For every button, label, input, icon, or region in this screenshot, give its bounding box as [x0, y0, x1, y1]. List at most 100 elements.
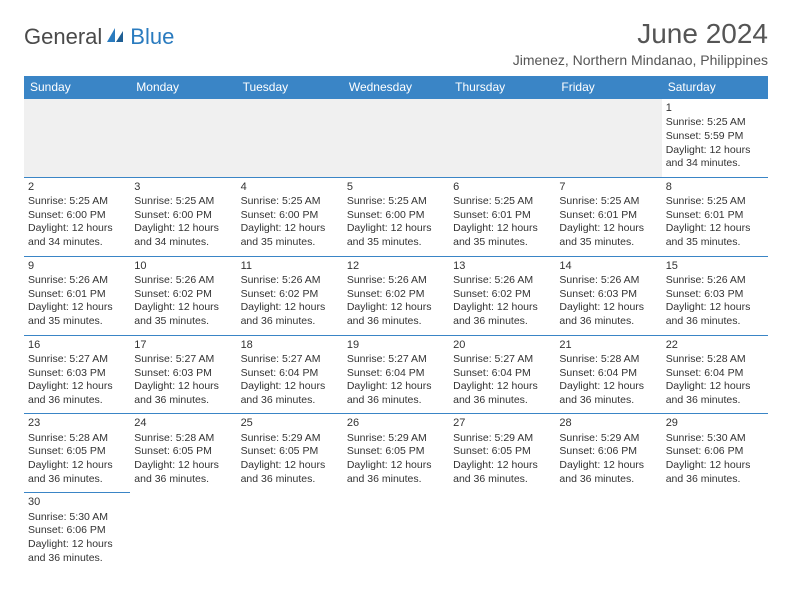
day-info-line: Sunrise: 5:26 AM [241, 274, 339, 288]
day-info-line: and 36 minutes. [666, 315, 764, 329]
calendar-day-cell: 10Sunrise: 5:26 AMSunset: 6:02 PMDayligh… [130, 256, 236, 335]
day-info-line: Sunset: 5:59 PM [666, 130, 764, 144]
day-number: 16 [28, 338, 126, 352]
day-info-line: Daylight: 12 hours [559, 222, 657, 236]
day-info-line: Sunset: 6:02 PM [347, 288, 445, 302]
day-number: 27 [453, 416, 551, 430]
calendar-day-cell: 4Sunrise: 5:25 AMSunset: 6:00 PMDaylight… [237, 177, 343, 256]
day-info-line: and 36 minutes. [347, 473, 445, 487]
calendar-day-cell: 26Sunrise: 5:29 AMSunset: 6:05 PMDayligh… [343, 414, 449, 493]
day-info-line: and 36 minutes. [453, 315, 551, 329]
calendar-day-cell: 19Sunrise: 5:27 AMSunset: 6:04 PMDayligh… [343, 335, 449, 414]
calendar-day-cell: 3Sunrise: 5:25 AMSunset: 6:00 PMDaylight… [130, 177, 236, 256]
calendar-day-cell [343, 493, 449, 571]
calendar-day-cell [237, 99, 343, 178]
day-info-line: Sunset: 6:02 PM [241, 288, 339, 302]
weekday-header: Thursday [449, 76, 555, 99]
weekday-header: Tuesday [237, 76, 343, 99]
calendar-week-row: 2Sunrise: 5:25 AMSunset: 6:00 PMDaylight… [24, 177, 768, 256]
day-info-line: Sunset: 6:04 PM [347, 367, 445, 381]
day-info-line: Sunrise: 5:27 AM [28, 353, 126, 367]
day-info-line: Daylight: 12 hours [666, 144, 764, 158]
calendar-day-cell: 8Sunrise: 5:25 AMSunset: 6:01 PMDaylight… [662, 177, 768, 256]
logo-sail-icon [105, 26, 127, 49]
day-info-line: Sunset: 6:04 PM [559, 367, 657, 381]
day-info-line: and 36 minutes. [134, 394, 232, 408]
day-info-line: Daylight: 12 hours [134, 301, 232, 315]
day-number: 3 [134, 180, 232, 194]
day-info-line: Sunrise: 5:26 AM [28, 274, 126, 288]
day-info-line: Daylight: 12 hours [347, 222, 445, 236]
day-info-line: Daylight: 12 hours [453, 459, 551, 473]
calendar-day-cell: 18Sunrise: 5:27 AMSunset: 6:04 PMDayligh… [237, 335, 343, 414]
calendar-day-cell: 11Sunrise: 5:26 AMSunset: 6:02 PMDayligh… [237, 256, 343, 335]
calendar-day-cell: 14Sunrise: 5:26 AMSunset: 6:03 PMDayligh… [555, 256, 661, 335]
day-info-line: Sunset: 6:04 PM [666, 367, 764, 381]
day-number: 2 [28, 180, 126, 194]
day-info-line: Daylight: 12 hours [28, 222, 126, 236]
day-number: 9 [28, 259, 126, 273]
day-number: 14 [559, 259, 657, 273]
day-info-line: Sunset: 6:03 PM [559, 288, 657, 302]
day-info-line: and 35 minutes. [666, 236, 764, 250]
calendar-day-cell: 6Sunrise: 5:25 AMSunset: 6:01 PMDaylight… [449, 177, 555, 256]
calendar-day-cell: 9Sunrise: 5:26 AMSunset: 6:01 PMDaylight… [24, 256, 130, 335]
day-number: 24 [134, 416, 232, 430]
day-number: 26 [347, 416, 445, 430]
calendar-day-cell: 20Sunrise: 5:27 AMSunset: 6:04 PMDayligh… [449, 335, 555, 414]
day-number: 22 [666, 338, 764, 352]
day-number: 23 [28, 416, 126, 430]
day-info-line: and 36 minutes. [347, 394, 445, 408]
day-info-line: Sunset: 6:03 PM [28, 367, 126, 381]
calendar-week-row: 16Sunrise: 5:27 AMSunset: 6:03 PMDayligh… [24, 335, 768, 414]
day-info-line: Daylight: 12 hours [347, 301, 445, 315]
day-number: 7 [559, 180, 657, 194]
day-info-line: Sunset: 6:05 PM [134, 445, 232, 459]
day-info-line: Sunset: 6:06 PM [28, 524, 126, 538]
day-info-line: Daylight: 12 hours [666, 222, 764, 236]
day-info-line: Sunrise: 5:28 AM [134, 432, 232, 446]
day-info-line: Daylight: 12 hours [453, 301, 551, 315]
day-info-line: Sunrise: 5:26 AM [347, 274, 445, 288]
day-info-line: and 36 minutes. [28, 552, 126, 566]
day-info-line: Sunrise: 5:27 AM [453, 353, 551, 367]
day-info-line: and 34 minutes. [28, 236, 126, 250]
day-number: 17 [134, 338, 232, 352]
day-info-line: and 36 minutes. [28, 394, 126, 408]
calendar-day-cell: 5Sunrise: 5:25 AMSunset: 6:00 PMDaylight… [343, 177, 449, 256]
calendar-day-cell [130, 493, 236, 571]
day-info-line: Sunrise: 5:26 AM [453, 274, 551, 288]
day-info-line: Sunset: 6:06 PM [559, 445, 657, 459]
month-title: June 2024 [513, 18, 768, 50]
calendar-day-cell [662, 493, 768, 571]
calendar-day-cell: 15Sunrise: 5:26 AMSunset: 6:03 PMDayligh… [662, 256, 768, 335]
day-info-line: Sunrise: 5:29 AM [559, 432, 657, 446]
day-info-line: Sunset: 6:05 PM [453, 445, 551, 459]
calendar-week-row: 23Sunrise: 5:28 AMSunset: 6:05 PMDayligh… [24, 414, 768, 493]
day-info-line: Sunrise: 5:29 AM [347, 432, 445, 446]
day-info-line: and 36 minutes. [453, 394, 551, 408]
day-number: 11 [241, 259, 339, 273]
day-number: 8 [666, 180, 764, 194]
day-info-line: Sunrise: 5:28 AM [559, 353, 657, 367]
calendar-day-cell: 25Sunrise: 5:29 AMSunset: 6:05 PMDayligh… [237, 414, 343, 493]
day-number: 25 [241, 416, 339, 430]
day-info-line: Sunset: 6:02 PM [453, 288, 551, 302]
day-info-line: Daylight: 12 hours [559, 380, 657, 394]
day-number: 1 [666, 101, 764, 115]
title-block: June 2024 Jimenez, Northern Mindanao, Ph… [513, 18, 768, 68]
day-info-line: and 34 minutes. [134, 236, 232, 250]
day-number: 30 [28, 495, 126, 509]
day-number: 29 [666, 416, 764, 430]
day-info-line: and 36 minutes. [666, 473, 764, 487]
day-number: 21 [559, 338, 657, 352]
day-info-line: Daylight: 12 hours [453, 222, 551, 236]
day-info-line: Sunset: 6:01 PM [559, 209, 657, 223]
calendar-day-cell [555, 493, 661, 571]
day-info-line: and 36 minutes. [559, 394, 657, 408]
day-info-line: Daylight: 12 hours [241, 459, 339, 473]
day-info-line: Sunset: 6:05 PM [28, 445, 126, 459]
day-info-line: Daylight: 12 hours [666, 301, 764, 315]
day-info-line: Sunrise: 5:25 AM [347, 195, 445, 209]
calendar-day-cell [555, 99, 661, 178]
